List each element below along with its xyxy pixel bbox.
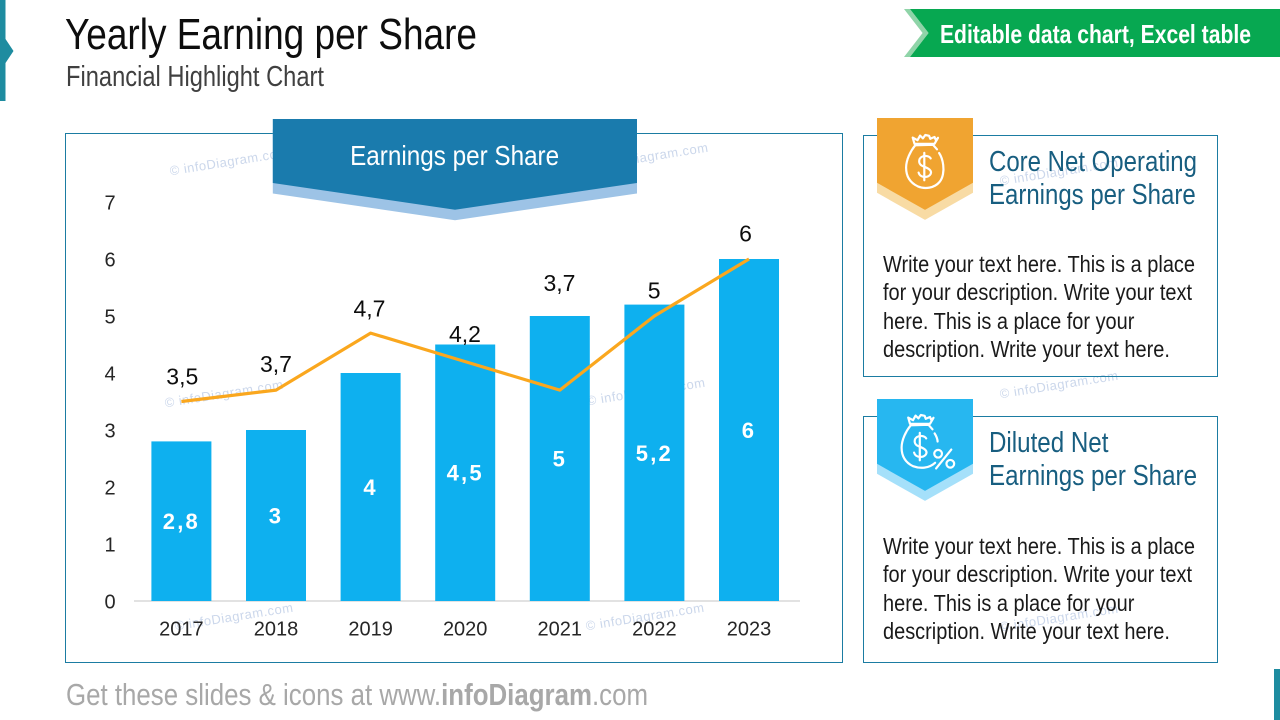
- svg-text:5: 5: [648, 278, 661, 304]
- svg-text:2023: 2023: [727, 618, 772, 640]
- svg-text:4,2: 4,2: [449, 321, 481, 347]
- svg-text:3: 3: [104, 420, 115, 442]
- svg-text:5: 5: [104, 306, 115, 328]
- svg-text:2021: 2021: [538, 618, 583, 640]
- svg-text:6: 6: [742, 418, 756, 443]
- svg-text:2019: 2019: [348, 618, 393, 640]
- svg-text:3,5: 3,5: [166, 363, 198, 389]
- svg-text:3,7: 3,7: [544, 270, 576, 296]
- svg-text:5: 5: [553, 447, 567, 472]
- svg-text:2018: 2018: [254, 618, 299, 640]
- svg-text:2,8: 2,8: [163, 509, 200, 534]
- svg-text:5,2: 5,2: [636, 441, 673, 466]
- svg-text:2022: 2022: [632, 618, 677, 640]
- svg-text:2017: 2017: [159, 618, 204, 640]
- svg-text:6: 6: [739, 221, 752, 247]
- svg-text:4,7: 4,7: [354, 296, 386, 322]
- svg-text:4,5: 4,5: [447, 461, 484, 486]
- svg-text:3: 3: [269, 504, 283, 529]
- svg-text:0: 0: [104, 591, 115, 613]
- svg-text:6: 6: [104, 249, 115, 271]
- svg-text:4: 4: [104, 363, 115, 385]
- svg-text:2020: 2020: [443, 618, 488, 640]
- svg-text:2: 2: [104, 477, 115, 499]
- svg-text:4: 4: [363, 475, 377, 500]
- svg-text:7: 7: [104, 192, 115, 214]
- svg-text:1: 1: [104, 534, 115, 556]
- svg-text:3,7: 3,7: [260, 351, 292, 377]
